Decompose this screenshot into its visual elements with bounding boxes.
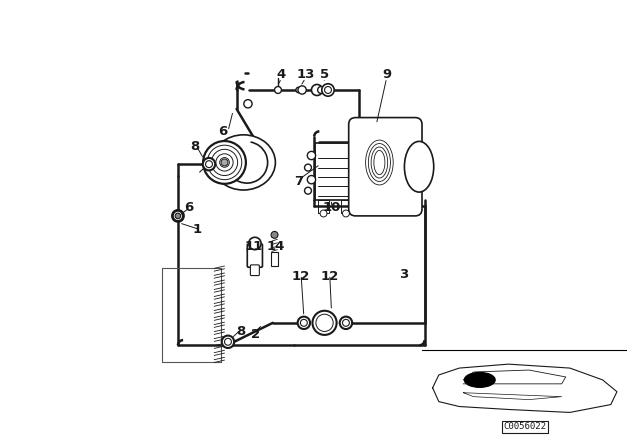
Circle shape bbox=[317, 86, 324, 94]
Circle shape bbox=[244, 99, 252, 108]
Circle shape bbox=[175, 213, 180, 219]
Bar bbox=[340, 200, 351, 214]
Circle shape bbox=[307, 151, 316, 159]
Circle shape bbox=[316, 314, 333, 332]
Text: 6: 6 bbox=[218, 125, 227, 138]
Circle shape bbox=[271, 232, 278, 238]
Circle shape bbox=[312, 85, 323, 95]
FancyBboxPatch shape bbox=[250, 265, 259, 276]
Circle shape bbox=[275, 86, 282, 94]
Text: 8: 8 bbox=[191, 140, 200, 153]
Circle shape bbox=[322, 84, 334, 96]
Ellipse shape bbox=[212, 135, 275, 190]
Circle shape bbox=[342, 319, 349, 326]
Bar bbox=[315, 143, 355, 200]
Circle shape bbox=[205, 161, 212, 168]
Text: 7: 7 bbox=[294, 175, 303, 188]
Circle shape bbox=[342, 210, 349, 217]
Circle shape bbox=[305, 164, 312, 171]
Text: 13: 13 bbox=[296, 68, 315, 81]
Circle shape bbox=[298, 86, 307, 94]
Circle shape bbox=[172, 211, 184, 221]
Text: 5: 5 bbox=[320, 68, 329, 81]
Circle shape bbox=[296, 87, 301, 93]
FancyBboxPatch shape bbox=[349, 117, 422, 216]
Circle shape bbox=[221, 336, 234, 348]
Circle shape bbox=[249, 237, 261, 250]
Bar bbox=[271, 252, 278, 266]
Circle shape bbox=[225, 338, 232, 345]
Circle shape bbox=[300, 319, 307, 326]
Circle shape bbox=[340, 317, 352, 329]
Text: 10: 10 bbox=[323, 201, 340, 214]
Circle shape bbox=[320, 210, 327, 217]
Text: 1: 1 bbox=[193, 223, 202, 236]
Bar bbox=[318, 200, 329, 214]
Text: 9: 9 bbox=[382, 68, 391, 81]
Text: C0056022: C0056022 bbox=[503, 422, 547, 431]
Text: 11: 11 bbox=[244, 241, 263, 254]
Text: 2: 2 bbox=[251, 328, 260, 341]
Text: 6: 6 bbox=[184, 201, 193, 214]
Text: 4: 4 bbox=[277, 68, 286, 81]
Circle shape bbox=[298, 317, 310, 329]
Text: 12: 12 bbox=[321, 270, 339, 283]
Circle shape bbox=[203, 141, 246, 184]
Text: 12: 12 bbox=[292, 270, 310, 283]
Text: 8: 8 bbox=[236, 325, 245, 338]
Circle shape bbox=[312, 311, 337, 335]
Circle shape bbox=[221, 159, 228, 166]
Ellipse shape bbox=[404, 142, 434, 192]
FancyBboxPatch shape bbox=[247, 244, 262, 267]
Circle shape bbox=[465, 373, 495, 387]
Text: 14: 14 bbox=[266, 241, 285, 254]
Circle shape bbox=[324, 86, 332, 94]
Circle shape bbox=[307, 176, 316, 184]
Text: 3: 3 bbox=[399, 268, 408, 281]
Circle shape bbox=[203, 158, 215, 170]
Circle shape bbox=[305, 187, 312, 194]
